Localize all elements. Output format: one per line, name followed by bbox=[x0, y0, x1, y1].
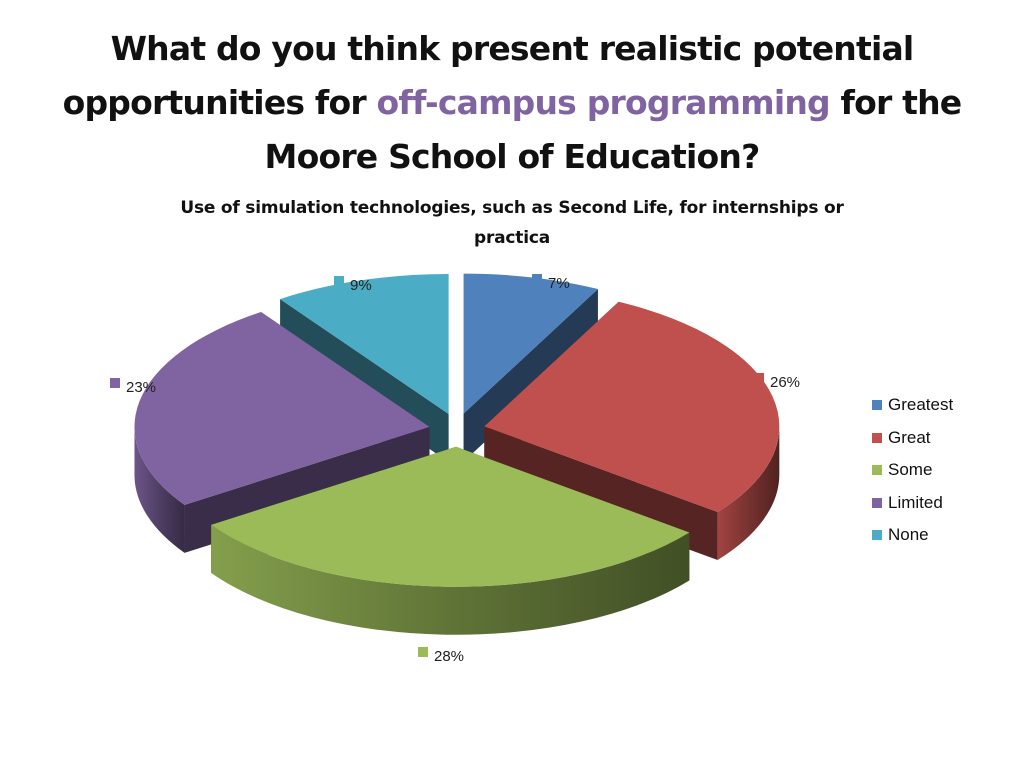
data-label-some-text: 28% bbox=[434, 648, 464, 665]
data-label-none-text: 9% bbox=[350, 277, 372, 294]
pie-slice-some bbox=[211, 446, 690, 635]
pie-slice-great-wall bbox=[717, 426, 780, 561]
legend-label-limited: Limited bbox=[888, 492, 943, 512]
data-label-limited-marker bbox=[110, 378, 120, 388]
legend-label-greatest: Greatest bbox=[888, 395, 954, 415]
chart-legend: Greatest Great Some Limited None bbox=[872, 389, 953, 552]
data-label-great-text: 26% bbox=[770, 374, 800, 391]
pie-slice-some-wall bbox=[211, 524, 690, 635]
slide-title-highlight: off-campus programming bbox=[376, 83, 831, 122]
pie-slice-greatest-top bbox=[463, 273, 598, 414]
pie-slice-limited-top bbox=[134, 311, 430, 505]
pie-slice-limited-wall bbox=[134, 426, 185, 553]
legend-item-some: Some bbox=[872, 454, 953, 487]
data-label-greatest: 7% bbox=[532, 274, 570, 292]
chart-title: Use of simulation technologies, such as … bbox=[180, 198, 844, 248]
data-label-greatest-text: 7% bbox=[548, 275, 570, 292]
pie-slice-none-top bbox=[280, 273, 449, 414]
legend-swatch-greatest bbox=[872, 400, 882, 411]
data-label-limited: 23% bbox=[110, 378, 156, 396]
data-label-none-marker bbox=[334, 276, 344, 286]
legend-swatch-some bbox=[872, 465, 882, 476]
data-label-some-marker bbox=[418, 647, 428, 657]
data-label-none: 9% bbox=[334, 276, 372, 294]
slide-title-part-1: What do you think present realistic pote… bbox=[62, 29, 915, 122]
legend-item-great: Great bbox=[872, 422, 953, 455]
pie-slice-some-top bbox=[211, 446, 690, 587]
legend-label-none: None bbox=[888, 525, 929, 545]
data-label-great-marker bbox=[754, 373, 764, 383]
data-label-some: 28% bbox=[418, 647, 464, 665]
data-label-limited-text: 23% bbox=[126, 379, 156, 396]
legend-item-none: None bbox=[872, 519, 953, 552]
legend-swatch-none bbox=[872, 530, 882, 541]
legend-swatch-limited bbox=[872, 497, 882, 508]
slide-title-part-2: for the Moore School of Education? bbox=[264, 83, 963, 176]
slide-title: What do you think present realistic pote… bbox=[60, 22, 964, 184]
legend-item-limited: Limited bbox=[872, 487, 953, 520]
legend-label-some: Some bbox=[888, 460, 933, 480]
pie-slice-great-top bbox=[484, 301, 780, 513]
legend-label-great: Great bbox=[888, 427, 931, 447]
legend-swatch-great bbox=[872, 432, 882, 443]
data-label-great: 26% bbox=[754, 373, 800, 391]
legend-item-greatest: Greatest bbox=[872, 389, 953, 422]
data-label-greatest-marker bbox=[532, 274, 542, 284]
